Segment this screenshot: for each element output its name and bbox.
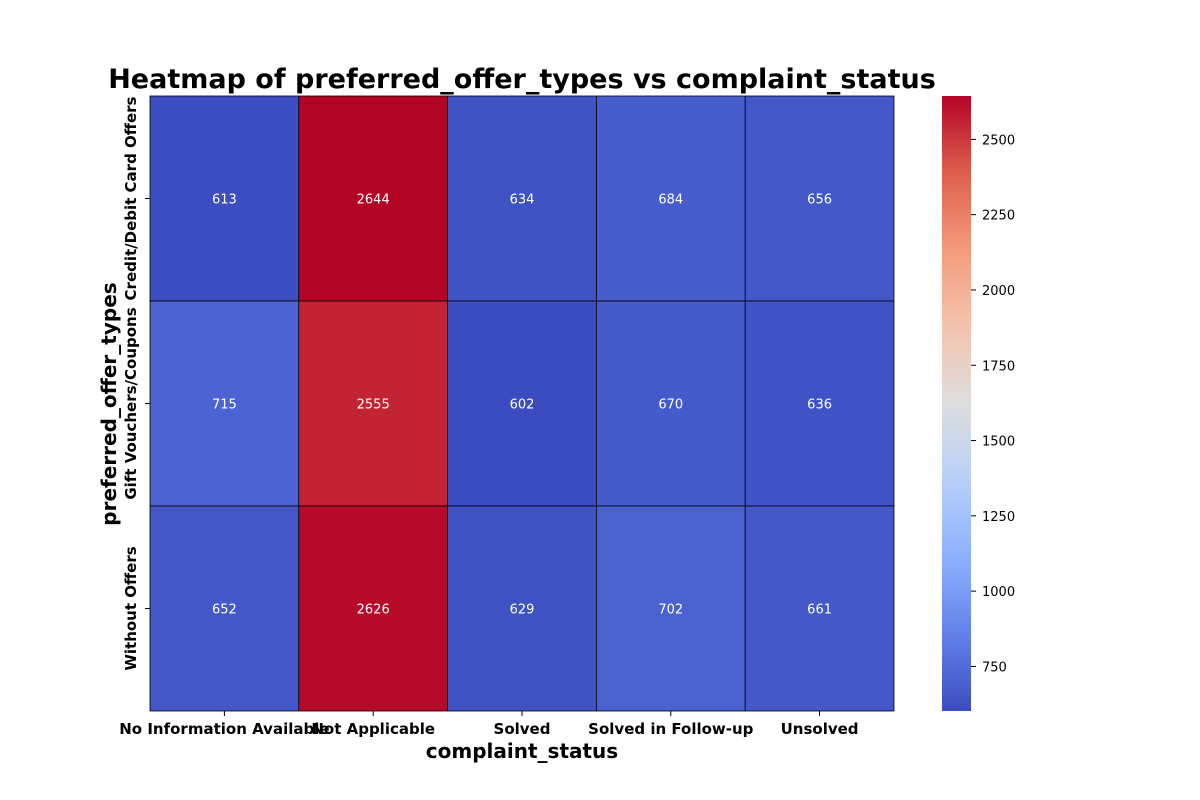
cell-value-label: 2644 bbox=[357, 193, 390, 208]
colorbar-tick-label: 1500 bbox=[982, 435, 1015, 450]
heatmap-cells bbox=[149, 95, 895, 712]
x-tick-label: Solved in Follow-up bbox=[588, 720, 753, 738]
heatmap-cell bbox=[744, 95, 895, 302]
colorbar-tick-label: 750 bbox=[982, 660, 1007, 675]
cell-value-label: 661 bbox=[807, 603, 832, 618]
colorbar-tick-label: 2250 bbox=[982, 209, 1015, 224]
cell-value-label: 652 bbox=[212, 603, 237, 618]
heatmap-cell bbox=[744, 300, 895, 507]
cell-value-label: 634 bbox=[510, 193, 535, 208]
x-tick-label: Not Applicable bbox=[311, 720, 435, 738]
heatmap-cell bbox=[298, 300, 448, 507]
colorbar-tick-label: 1750 bbox=[982, 359, 1015, 374]
y-tick-label: Credit/Debit Card Offers bbox=[122, 96, 140, 300]
colorbar-tick-label: 2000 bbox=[982, 284, 1015, 299]
x-tick-label: Solved bbox=[494, 720, 551, 738]
cell-value-label: 2626 bbox=[357, 603, 390, 618]
cell-value-label: 656 bbox=[807, 193, 832, 208]
heatmap-cell bbox=[596, 95, 746, 302]
y-tick-label: Gift Vouchers/Coupons bbox=[122, 307, 140, 499]
cell-value-label: 602 bbox=[510, 398, 535, 413]
colorbar-tick-label: 2500 bbox=[982, 133, 1015, 148]
y-axis-label: preferred_offer_types bbox=[97, 282, 121, 525]
heatmap-cell bbox=[744, 505, 895, 712]
cell-value-label: 629 bbox=[510, 603, 535, 618]
x-tick-label: No Information Available bbox=[119, 720, 329, 738]
colorbar-tick-label: 1000 bbox=[982, 585, 1015, 600]
heatmap-cell bbox=[447, 300, 597, 507]
heatmap-cell bbox=[447, 95, 597, 302]
cell-value-label: 684 bbox=[658, 193, 683, 208]
colorbar-ticks: 750 1000 1250 1500 1750 2000 2250 2500 bbox=[971, 133, 1015, 675]
cell-value-label: 2555 bbox=[357, 398, 390, 413]
colorbar bbox=[942, 96, 971, 711]
y-tick-label: Without Offers bbox=[122, 546, 140, 670]
cell-value-label: 670 bbox=[658, 398, 683, 413]
heatmap-cell bbox=[298, 505, 448, 712]
heatmap-cell bbox=[447, 505, 597, 712]
cell-value-label: 636 bbox=[807, 398, 832, 413]
x-axis-label: complaint_status bbox=[426, 739, 618, 763]
heatmap-cell bbox=[149, 300, 300, 507]
y-axis-ticks: Credit/Debit Card Offers Gift Vouchers/Co… bbox=[122, 96, 150, 671]
colorbar-tick-label: 1250 bbox=[982, 510, 1015, 525]
heatmap-cell bbox=[298, 95, 448, 302]
cell-value-label: 702 bbox=[658, 603, 683, 618]
heatmap-cell bbox=[596, 505, 746, 712]
heatmap-cell bbox=[149, 95, 300, 302]
cell-value-label: 715 bbox=[212, 398, 237, 413]
chart-title: Heatmap of preferred_offer_types vs comp… bbox=[108, 64, 936, 95]
cell-value-label: 613 bbox=[212, 193, 237, 208]
x-tick-label: Unsolved bbox=[781, 720, 859, 738]
heatmap-cell-labels: 613 2644 634 684 656 715 2555 602 670 636 652 2626 6… bbox=[212, 193, 832, 618]
